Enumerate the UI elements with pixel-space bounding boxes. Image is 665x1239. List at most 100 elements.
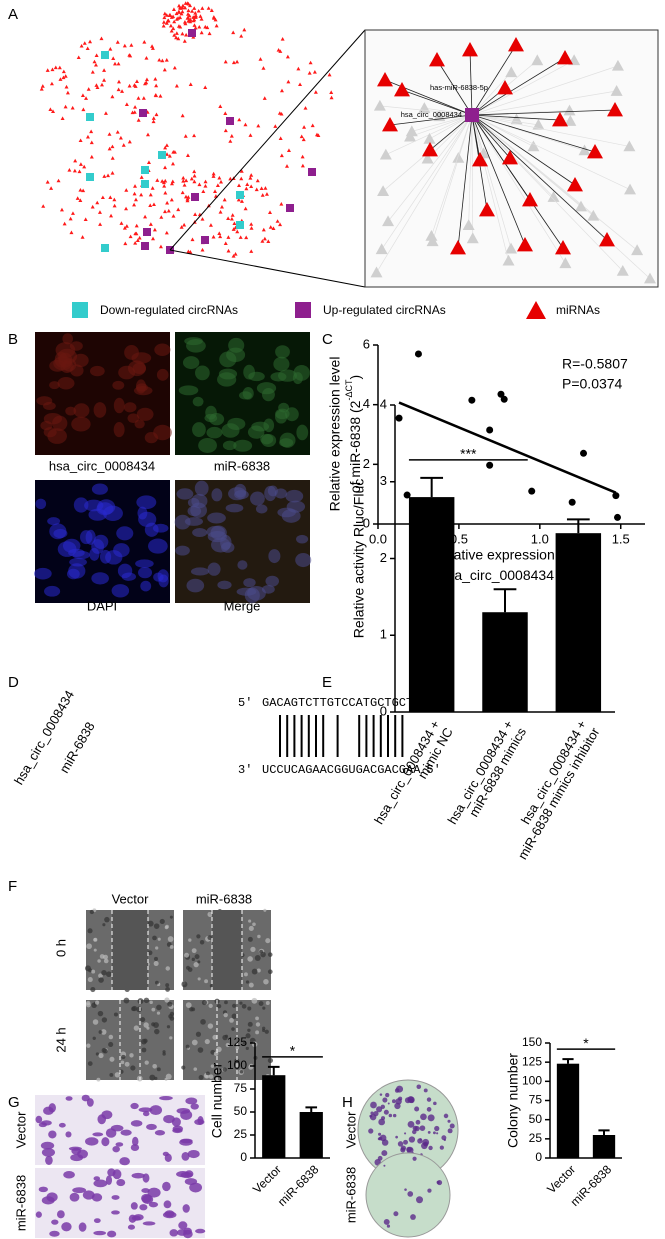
cell bbox=[241, 1003, 247, 1009]
mirna-node bbox=[45, 68, 50, 72]
mirna-node bbox=[230, 213, 235, 217]
bar bbox=[408, 497, 455, 712]
cell bbox=[103, 954, 108, 960]
cell bbox=[196, 934, 201, 939]
mirna-node bbox=[213, 189, 218, 193]
mirna-node bbox=[179, 11, 184, 16]
cell bbox=[138, 567, 153, 579]
point bbox=[580, 449, 588, 457]
cell bbox=[245, 1033, 251, 1039]
edge bbox=[471, 114, 566, 264]
y-tick-label: 100 bbox=[522, 1074, 542, 1088]
mirna-node bbox=[237, 183, 242, 188]
mirna-node bbox=[267, 210, 272, 215]
edge bbox=[471, 114, 561, 121]
mirna-node bbox=[108, 47, 113, 51]
mirna-node bbox=[298, 82, 303, 87]
cell bbox=[130, 1120, 143, 1127]
mirna-node bbox=[133, 241, 138, 245]
mirna-node bbox=[382, 117, 398, 132]
cell bbox=[169, 1016, 175, 1021]
colony bbox=[378, 1132, 382, 1136]
cell bbox=[135, 559, 154, 568]
cell bbox=[73, 497, 89, 513]
cell bbox=[255, 504, 268, 514]
cell bbox=[35, 1115, 43, 1124]
mirna-node bbox=[139, 192, 144, 197]
prime-end: 3' bbox=[238, 763, 252, 777]
error-bar bbox=[420, 476, 444, 498]
mirna-node bbox=[80, 235, 85, 239]
cell bbox=[152, 1063, 158, 1069]
error-bar bbox=[598, 1129, 610, 1135]
mirna-node bbox=[497, 80, 513, 95]
mirna-node bbox=[144, 55, 149, 60]
mirna-node bbox=[177, 10, 182, 14]
cell bbox=[165, 987, 171, 992]
mirna-node bbox=[248, 176, 253, 180]
mirna-node bbox=[89, 140, 94, 145]
cell bbox=[211, 488, 223, 502]
mirna-node bbox=[223, 59, 228, 64]
y-tick-label: 4 bbox=[380, 396, 387, 411]
mirna-node bbox=[134, 223, 139, 228]
mirna-node bbox=[155, 178, 160, 182]
cell bbox=[86, 1098, 94, 1107]
cell bbox=[57, 377, 75, 390]
axis-label: Cell number bbox=[209, 1062, 225, 1138]
mirna-node bbox=[599, 232, 615, 247]
circrna-node bbox=[141, 180, 149, 188]
mirna-node bbox=[300, 154, 305, 159]
mirna-node bbox=[176, 207, 181, 212]
mirna-node bbox=[162, 11, 167, 16]
mirna-node bbox=[502, 150, 518, 165]
mirna-node bbox=[268, 225, 273, 229]
cell bbox=[45, 1155, 53, 1165]
mirna-node bbox=[228, 139, 233, 143]
mirna-node bbox=[116, 87, 121, 92]
colony bbox=[428, 1145, 433, 1151]
mirna-node bbox=[203, 179, 208, 184]
mirna-node bbox=[123, 241, 128, 246]
error-bar bbox=[562, 1058, 574, 1064]
mirna-node bbox=[90, 204, 95, 209]
cell bbox=[97, 1010, 104, 1017]
cell bbox=[121, 572, 137, 581]
cell bbox=[163, 1200, 172, 1209]
mirna-node bbox=[249, 226, 254, 230]
mirna-node bbox=[180, 31, 185, 36]
cell bbox=[107, 1168, 116, 1177]
mirna-node bbox=[83, 217, 88, 221]
cell bbox=[114, 1072, 121, 1078]
edge bbox=[471, 114, 474, 239]
significance: * bbox=[583, 1035, 589, 1051]
mirna-node bbox=[171, 14, 176, 19]
background-node bbox=[532, 118, 545, 130]
cell bbox=[182, 356, 200, 370]
mirna-node bbox=[255, 178, 260, 183]
cell bbox=[100, 1029, 107, 1035]
cell bbox=[162, 1151, 169, 1157]
cell bbox=[106, 971, 112, 978]
mirna-node bbox=[188, 82, 193, 86]
cell bbox=[69, 341, 83, 351]
cell bbox=[154, 1130, 166, 1136]
mirna-node bbox=[61, 75, 66, 80]
colony bbox=[421, 1142, 428, 1150]
mirna-node bbox=[192, 173, 197, 178]
cell bbox=[205, 1071, 210, 1076]
colony bbox=[441, 1135, 447, 1141]
cell bbox=[212, 1034, 218, 1040]
cell bbox=[194, 480, 209, 496]
mirna-node bbox=[70, 105, 75, 110]
cell bbox=[176, 488, 194, 500]
edge bbox=[471, 114, 631, 190]
mirna-node bbox=[231, 30, 236, 35]
point bbox=[486, 461, 494, 469]
row-label: 0 h bbox=[53, 939, 68, 957]
colony bbox=[416, 1084, 422, 1090]
cell bbox=[193, 1067, 198, 1071]
background-node bbox=[466, 232, 479, 244]
mirna-node bbox=[143, 81, 148, 86]
cell bbox=[69, 1192, 80, 1202]
